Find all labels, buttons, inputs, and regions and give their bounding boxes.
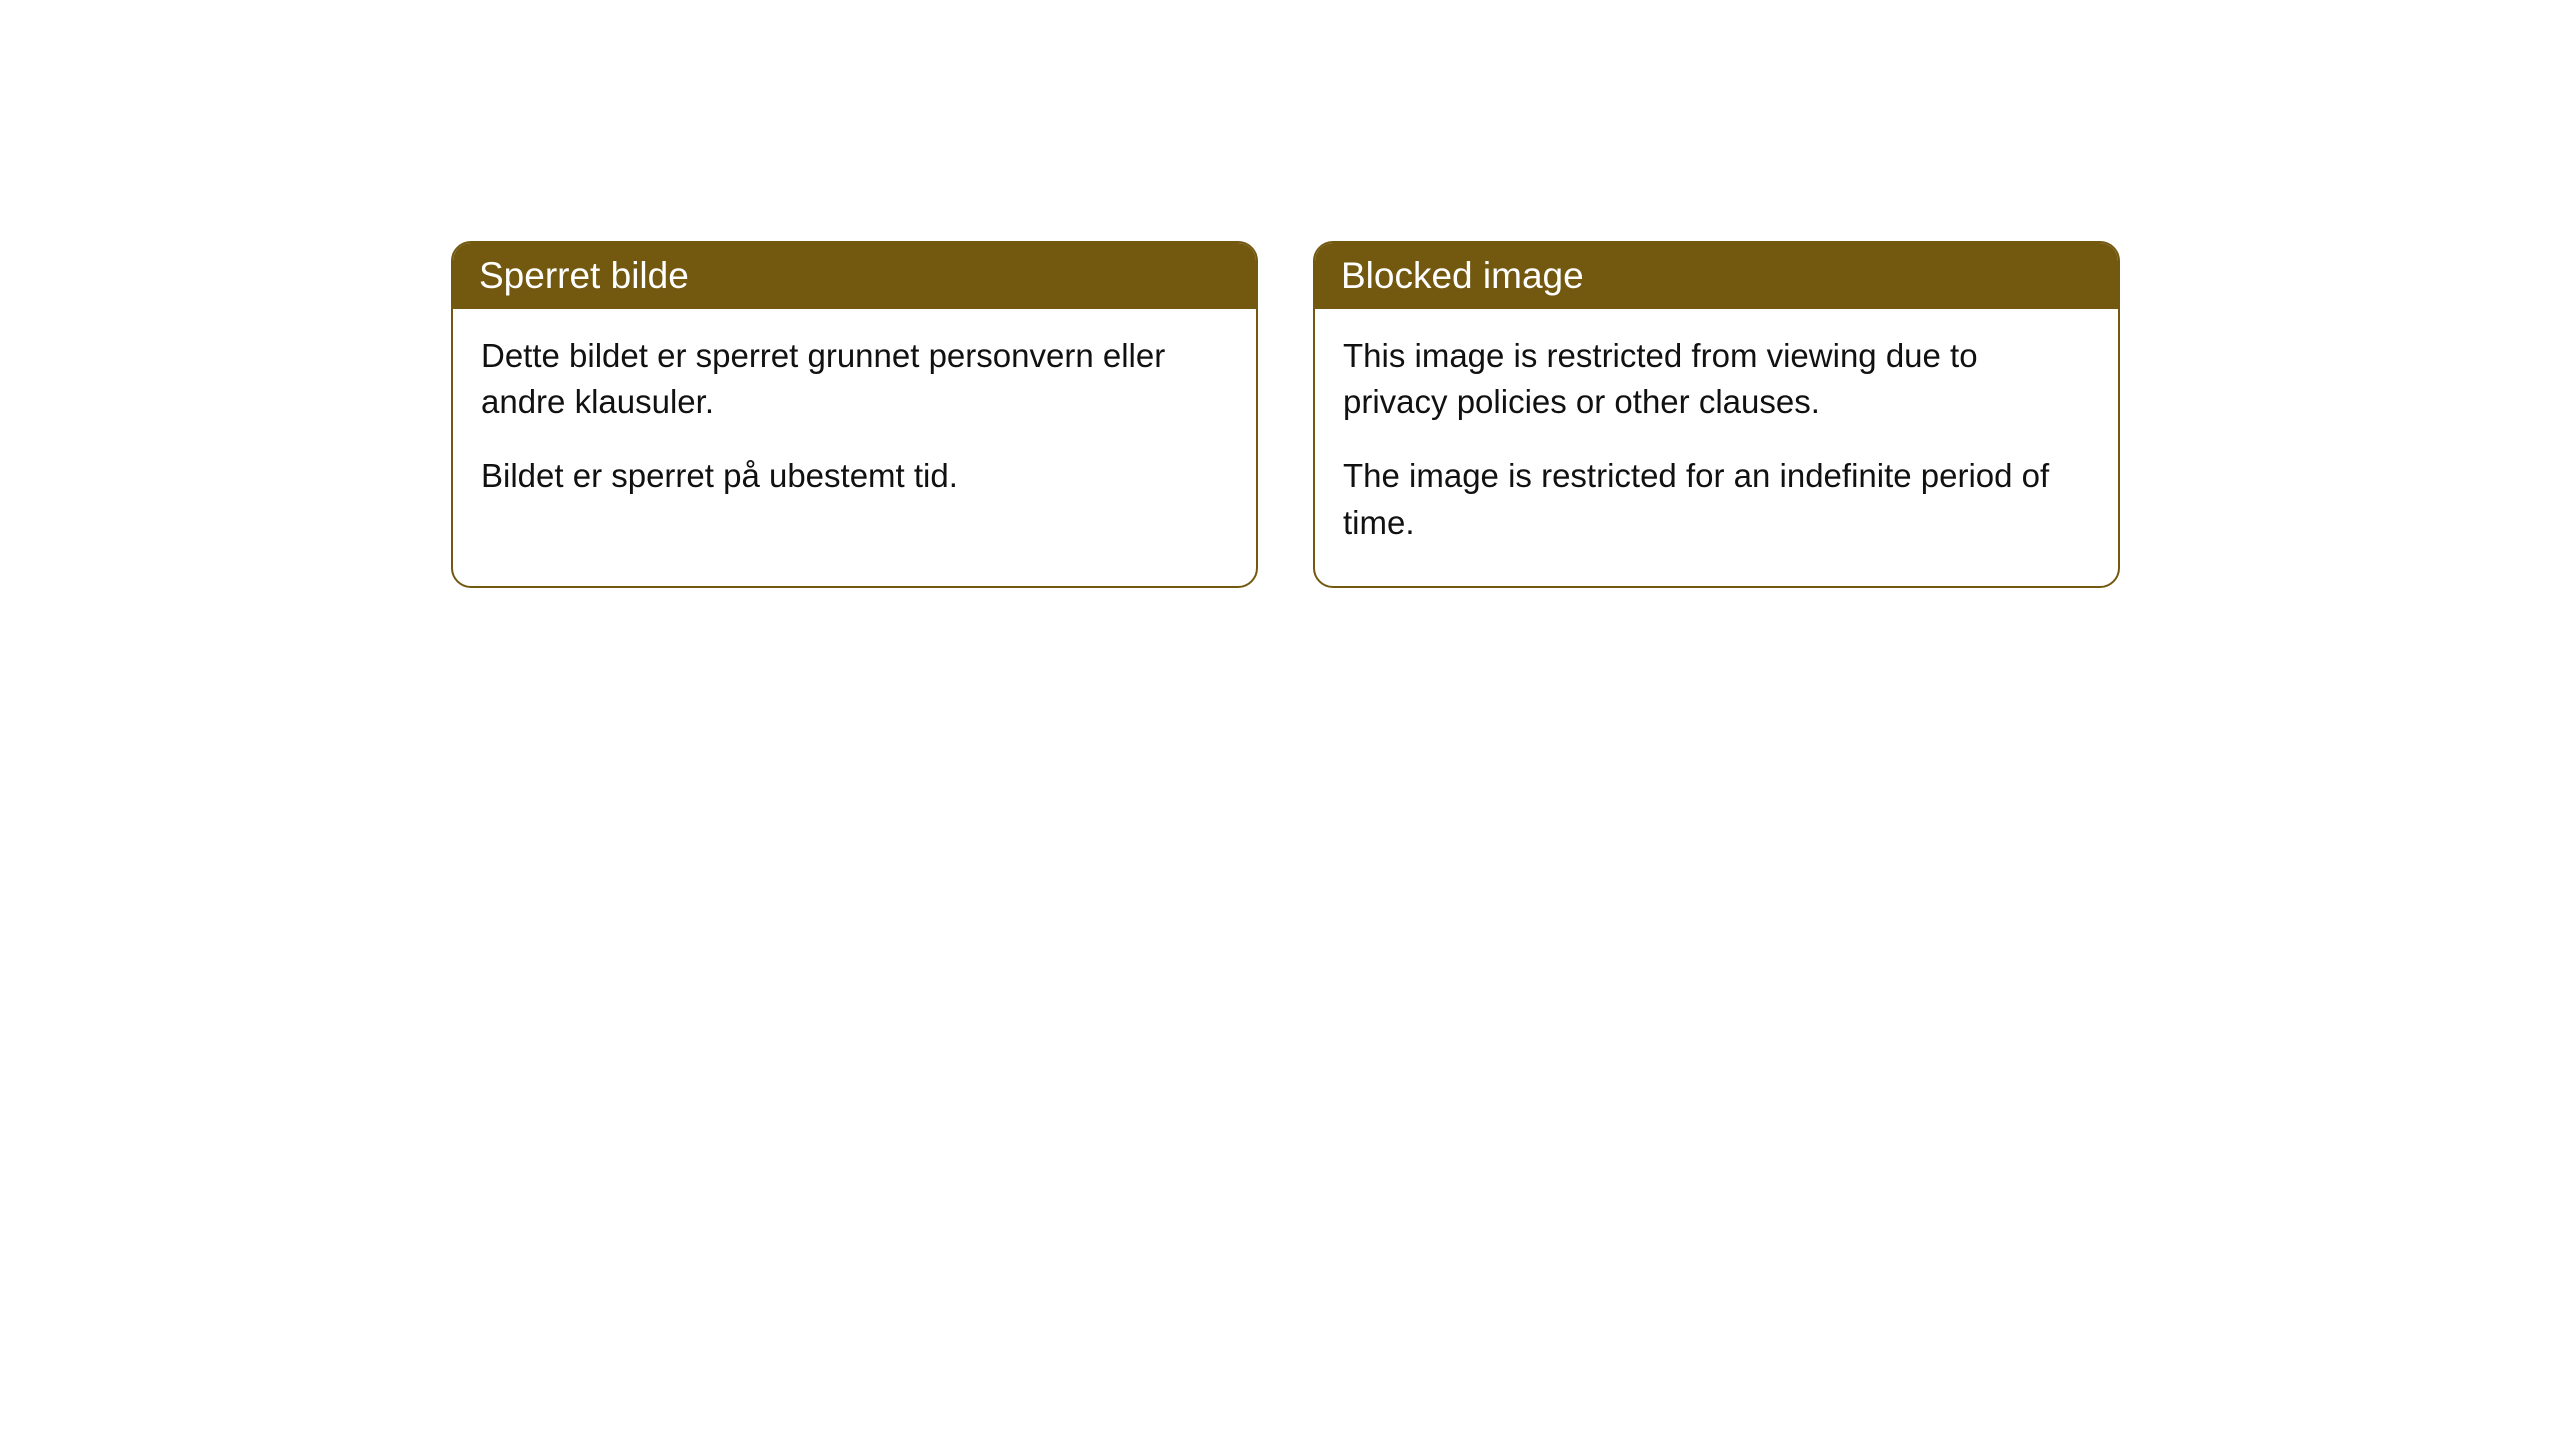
card-title: Sperret bilde (479, 255, 689, 296)
card-paragraph: Bildet er sperret på ubestemt tid. (481, 453, 1228, 499)
card-header: Blocked image (1315, 243, 2118, 309)
notice-card-english: Blocked image This image is restricted f… (1313, 241, 2120, 588)
card-header: Sperret bilde (453, 243, 1256, 309)
card-paragraph: This image is restricted from viewing du… (1343, 333, 2090, 425)
notice-card-norwegian: Sperret bilde Dette bildet er sperret gr… (451, 241, 1258, 588)
card-paragraph: The image is restricted for an indefinit… (1343, 453, 2090, 545)
card-paragraph: Dette bildet er sperret grunnet personve… (481, 333, 1228, 425)
card-body: This image is restricted from viewing du… (1315, 309, 2118, 586)
card-title: Blocked image (1341, 255, 1584, 296)
card-body: Dette bildet er sperret grunnet personve… (453, 309, 1256, 540)
notice-cards-container: Sperret bilde Dette bildet er sperret gr… (451, 241, 2120, 588)
